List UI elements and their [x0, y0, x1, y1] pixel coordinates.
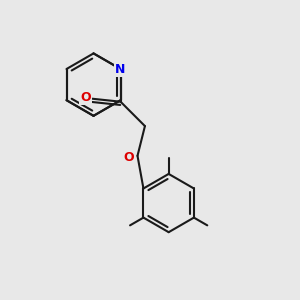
- Text: N: N: [116, 62, 126, 76]
- Text: O: O: [123, 151, 134, 164]
- Text: O: O: [80, 91, 91, 104]
